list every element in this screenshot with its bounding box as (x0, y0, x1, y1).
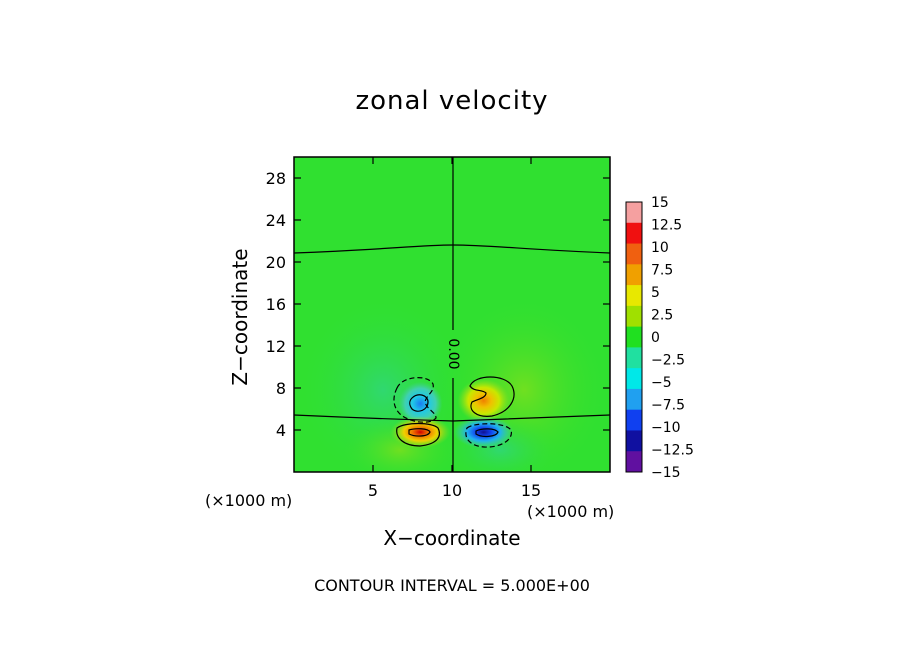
colorbar-swatch-3 (626, 264, 642, 286)
field-layer (294, 157, 610, 472)
contour-upper-right (469, 376, 515, 417)
colorbar-swatch-6 (626, 326, 642, 348)
contour-upper-left-inner (409, 394, 429, 412)
colorbar-label-11: −12.5 (651, 443, 694, 459)
colorbar-swatch-12 (626, 451, 642, 473)
x-axis-label: X−coordinate (383, 526, 521, 550)
y-tick-label-24: 24 (266, 211, 286, 230)
colorbar-label-5: 2.5 (651, 308, 673, 324)
colorbar-label-0: 15 (651, 195, 669, 211)
colorbar-swatch-8 (626, 368, 642, 390)
chart-title: zonal velocity (355, 86, 549, 116)
x-tick-label-10: 10 (442, 481, 462, 500)
contour-lines (293, 157, 611, 472)
blob-upper-left-negative (398, 381, 443, 426)
y-tick-label-4: 4 (276, 421, 286, 440)
colorbar-swatch-7 (626, 347, 642, 369)
colorbar-swatch-2 (626, 243, 642, 265)
colorbar-frame (625, 201, 643, 473)
colorbar-swatch-9 (626, 388, 642, 411)
colorbar-label-1: 12.5 (651, 218, 682, 234)
contour-lower-left-inner (408, 428, 431, 437)
y-tick-label-20: 20 (266, 253, 286, 272)
colorbar-label-4: 5 (651, 285, 660, 301)
contour-lower-right-dashed (465, 423, 512, 448)
x-axis: 5 10 15 (368, 157, 541, 500)
colorbar-label-2: 10 (651, 240, 669, 256)
y-axis: 4 8 12 16 20 24 28 (266, 169, 610, 440)
colorbar-label-3: 7.5 (651, 263, 673, 279)
contour-lower-left (396, 422, 441, 447)
x-tick-label-5: 5 (368, 481, 378, 500)
colorbar: 15 12.5 10 7.5 5 2.5 0 −2.5 −5 −7.5 −10 −12.5 −15 (625, 195, 694, 481)
colorbar-label-7: −2.5 (651, 353, 685, 369)
colorbar-label-12: −15 (651, 465, 681, 481)
contour-lower-right-inner (475, 428, 499, 438)
colorbar-label-8: −5 (651, 375, 672, 391)
colorbar-swatch-5 (626, 305, 642, 328)
contour-upper-left-dashed (393, 377, 437, 423)
y-tick-label-16: 16 (266, 295, 286, 314)
x-tick-label-15: 15 (521, 481, 541, 500)
colorbar-swatch-4 (626, 285, 642, 307)
colorbar-label-9: −7.5 (651, 398, 685, 414)
contour-interval-note: CONTOUR INTERVAL = 5.000E+00 (314, 576, 590, 595)
colorbar-swatch-1 (626, 222, 642, 245)
x-unit-label-right: (×1000 m) (527, 502, 615, 521)
y-tick-label-8: 8 (276, 379, 286, 398)
colorbar-swatch-10 (626, 409, 642, 431)
y-axis-label: Z−coordinate (228, 248, 252, 386)
blob-upper-right-positive (457, 378, 510, 423)
contour-label: 0.00 (445, 338, 461, 369)
colorbar-label-6: 0 (651, 330, 660, 346)
y-tick-label-28: 28 (266, 169, 286, 188)
colorbar-swatch-0 (626, 202, 642, 224)
x-unit-label-left: (×1000 m) (205, 491, 293, 510)
colorbar-swatch-11 (626, 430, 642, 452)
y-tick-label-12: 12 (266, 337, 286, 356)
colorbar-label-10: −10 (651, 420, 681, 436)
